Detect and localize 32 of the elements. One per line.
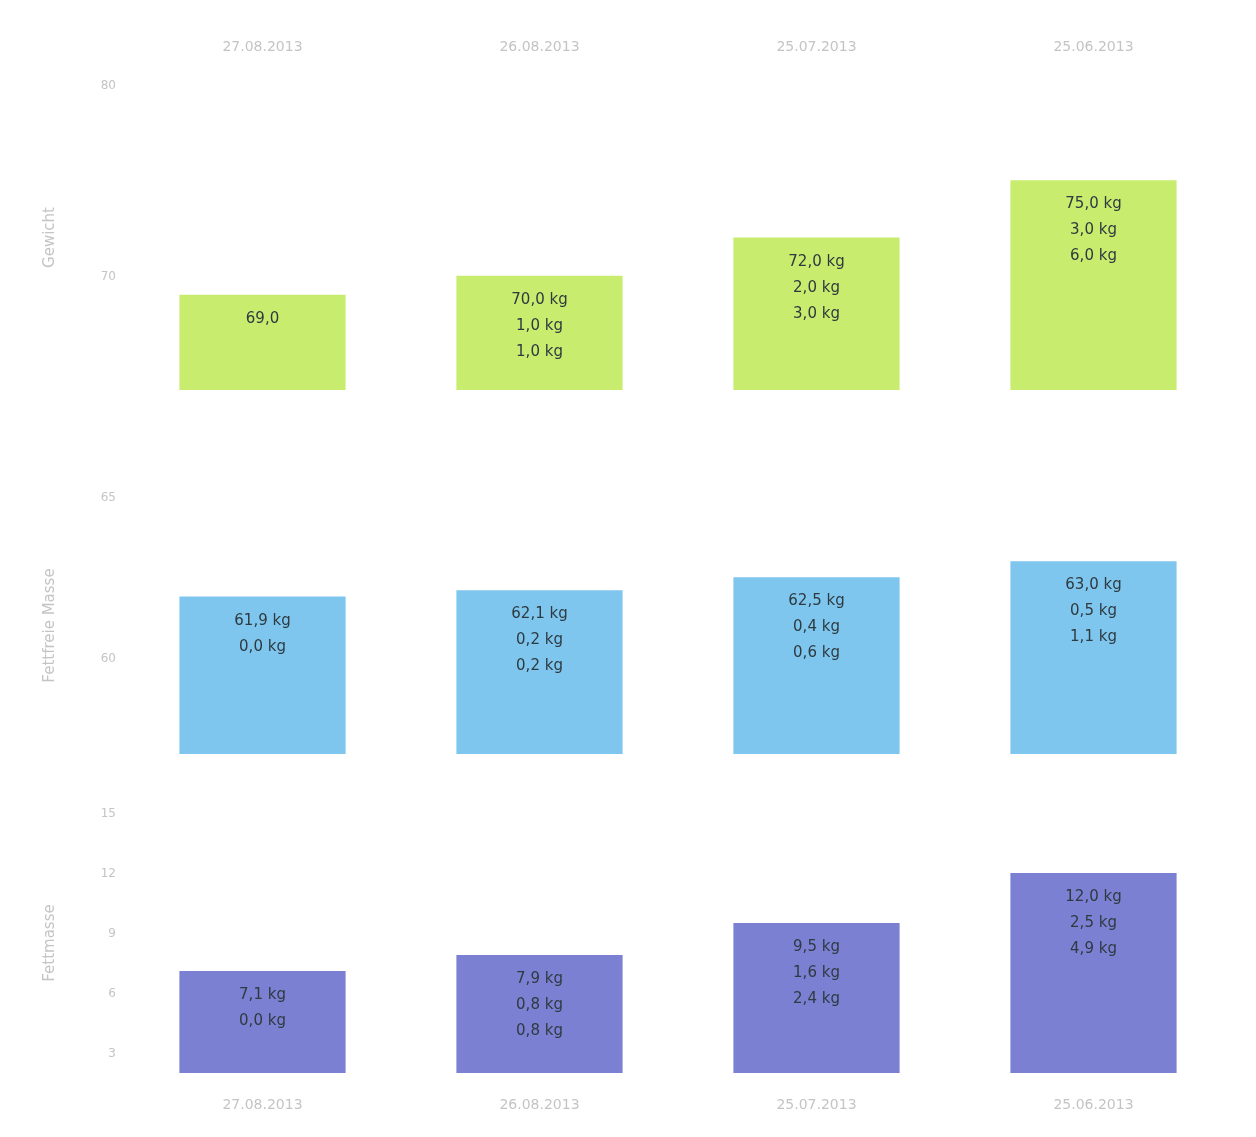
data-label: 7,9 kg 0,8 kg 0,8 kg <box>516 969 563 1039</box>
data-label: 70,0 kg 1,0 kg 1,0 kg <box>511 289 568 360</box>
y-axis-title: Fettfreie Masse <box>39 568 58 683</box>
data-label: 9,5 kg 1,6 kg 2,4 kg <box>793 937 840 1007</box>
y-tick-label: 12 <box>100 866 116 880</box>
data-label: 12,0 kg 2,5 kg 4,9 kg <box>1065 887 1122 957</box>
data-label: 69,0 <box>245 308 280 327</box>
y-tick-label: 80 <box>100 78 116 92</box>
x-tick-label: 25.06.2013 <box>1053 1096 1134 1112</box>
y-axis-title: Gewicht <box>39 206 58 268</box>
y-tick-label: 3 <box>108 1046 116 1060</box>
y-tick-label: 60 <box>100 650 116 665</box>
x-tick-label: 27.08.2013 <box>222 38 303 54</box>
data-label: 72,0 kg 2,0 kg 3,0 kg <box>788 251 845 322</box>
y-tick-label: 70 <box>100 268 116 283</box>
x-tick-label: 27.08.2013 <box>222 1096 303 1112</box>
data-label: 61,9 kg 0,0 kg <box>234 610 291 655</box>
data-label: 63,0 kg 0,5 kg 1,1 kg <box>1065 575 1122 646</box>
y-tick-label: 9 <box>108 926 116 940</box>
x-tick-label: 25.06.2013 <box>1053 38 1134 54</box>
x-tick-label: 25.07.2013 <box>776 38 857 54</box>
y-axis-title: Fettmasse <box>39 904 58 982</box>
data-label: 62,1 kg 0,2 kg 0,2 kg <box>511 604 568 675</box>
data-label: 75,0 kg 3,0 kg 6,0 kg <box>1065 194 1122 265</box>
y-tick-label: 6 <box>108 986 116 1000</box>
y-tick-label: 15 <box>100 806 116 820</box>
x-tick-label: 25.07.2013 <box>776 1096 857 1112</box>
x-tick-label: 26.08.2013 <box>499 38 580 54</box>
data-label: 62,5 kg 0,4 kg 0,6 kg <box>788 591 845 662</box>
data-label: 7,1 kg 0,0 kg <box>239 985 286 1029</box>
x-tick-label: 26.08.2013 <box>499 1096 580 1112</box>
y-tick-label: 65 <box>100 490 116 504</box>
